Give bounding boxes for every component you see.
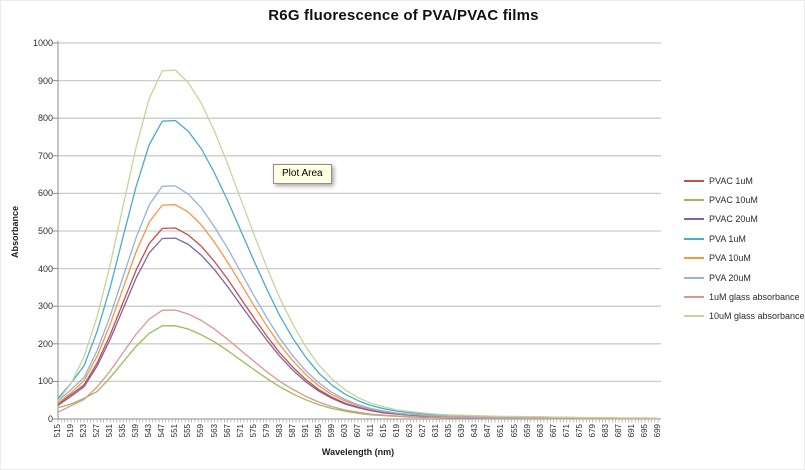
series-line[interactable] bbox=[57, 309, 658, 420]
x-tick-label: 675 bbox=[574, 424, 584, 438]
legend-label: PVA 10uM bbox=[709, 253, 751, 264]
x-tick-label: 579 bbox=[261, 424, 271, 438]
x-tick-label: 659 bbox=[522, 424, 532, 438]
x-tick-label: 515 bbox=[53, 424, 62, 438]
y-tick-label: 200 bbox=[37, 338, 53, 349]
x-tick-label: 555 bbox=[183, 424, 193, 438]
x-tick-label: 551 bbox=[170, 424, 180, 438]
legend-line-swatch bbox=[684, 315, 704, 318]
x-tick-label: 571 bbox=[235, 424, 245, 438]
x-tick-label: 567 bbox=[222, 424, 232, 438]
legend-line-swatch bbox=[684, 218, 704, 221]
x-tick-label: 687 bbox=[613, 424, 623, 438]
x-tick-label: 679 bbox=[587, 424, 597, 438]
y-tick-label: 400 bbox=[37, 263, 53, 274]
x-tick-label: 695 bbox=[639, 424, 649, 438]
y-tick-label: 0 bbox=[47, 414, 53, 424]
legend[interactable]: PVAC 1uM PVAC 10uM PVAC 20uM PVA 1uM PVA 10u… bbox=[684, 171, 805, 326]
x-tick-label: 587 bbox=[287, 424, 297, 438]
x-tick-label: 591 bbox=[300, 424, 310, 438]
x-tick-label: 583 bbox=[274, 424, 284, 438]
legend-label: PVA 1uM bbox=[709, 233, 746, 244]
x-tick-label: 699 bbox=[653, 424, 662, 438]
x-tick-label: 655 bbox=[509, 424, 519, 438]
plot-area-tooltip: Plot Area bbox=[273, 164, 332, 184]
x-tick-label: 683 bbox=[600, 424, 610, 438]
x-tick-label: 671 bbox=[561, 424, 571, 438]
x-tick-label: 599 bbox=[326, 424, 336, 438]
legend-label: 10uM glass absorbance bbox=[709, 311, 805, 322]
legend-label: PVAC 10uM bbox=[709, 195, 758, 206]
legend-item[interactable]: PVA 10uM bbox=[684, 249, 804, 268]
x-tick-label: 643 bbox=[470, 424, 480, 438]
x-tick-label: 619 bbox=[392, 424, 402, 438]
legend-item[interactable]: PVA 20uM bbox=[684, 268, 804, 287]
x-tick-label: 615 bbox=[379, 424, 389, 438]
x-tick-label: 607 bbox=[353, 424, 362, 438]
legend-line-swatch bbox=[684, 179, 704, 182]
x-tick-label: 623 bbox=[405, 424, 415, 438]
series-line[interactable] bbox=[57, 69, 659, 419]
x-tick-label: 611 bbox=[366, 424, 376, 437]
y-tick-label: 900 bbox=[37, 75, 53, 86]
legend-label: PVAC 1uM bbox=[709, 175, 753, 186]
x-tick-label: 543 bbox=[144, 424, 154, 438]
series-line[interactable] bbox=[57, 237, 658, 420]
y-tick-label: 300 bbox=[37, 301, 53, 312]
legend-item[interactable]: PVAC 20uM bbox=[684, 210, 804, 229]
x-tick-label: 559 bbox=[196, 424, 206, 438]
y-tick-label: 600 bbox=[37, 188, 53, 199]
legend-item[interactable]: PVAC 10uM bbox=[684, 190, 804, 209]
y-tick-label: 1000 bbox=[32, 38, 53, 48]
legend-item[interactable]: PVA 1uM bbox=[684, 229, 804, 248]
legend-line-swatch bbox=[684, 257, 704, 260]
chart-title[interactable]: R6G fluorescence of PVA/PVAC films bbox=[268, 7, 539, 24]
legend-line-swatch bbox=[684, 296, 704, 299]
x-tick-label: 627 bbox=[418, 424, 428, 438]
x-tick-label: 531 bbox=[105, 424, 115, 438]
x-tick-label: 547 bbox=[157, 424, 167, 438]
legend-line-swatch bbox=[684, 237, 704, 240]
x-tick-label: 603 bbox=[339, 424, 349, 438]
x-tick-label: 691 bbox=[626, 424, 636, 438]
x-tick-label: 595 bbox=[313, 424, 323, 438]
series-line[interactable] bbox=[57, 185, 659, 420]
legend-item[interactable]: 1uM glass absorbance bbox=[684, 287, 804, 306]
legend-label: 1uM glass absorbance bbox=[709, 292, 800, 303]
x-tick-label: 523 bbox=[79, 424, 89, 438]
legend-item[interactable]: PVAC 1uM bbox=[684, 171, 804, 190]
x-tick-label: 527 bbox=[92, 424, 102, 438]
x-tick-label: 519 bbox=[66, 424, 76, 438]
x-tick-label: 631 bbox=[431, 424, 441, 438]
x-tick-label: 639 bbox=[457, 424, 467, 438]
y-tick-label: 700 bbox=[37, 150, 53, 161]
series-line[interactable] bbox=[57, 119, 658, 419]
y-tick-label: 500 bbox=[37, 226, 53, 236]
x-tick-label: 539 bbox=[131, 424, 141, 438]
x-tick-label: 651 bbox=[496, 424, 506, 438]
series-line[interactable] bbox=[57, 204, 659, 420]
x-tick-label: 663 bbox=[535, 424, 545, 438]
y-tick-label: 800 bbox=[37, 113, 53, 124]
x-tick-label: 667 bbox=[548, 424, 558, 438]
legend-line-swatch bbox=[684, 276, 704, 279]
x-tick-label: 535 bbox=[118, 424, 128, 438]
legend-label: PVAC 20uM bbox=[709, 214, 758, 225]
x-tick-label: 635 bbox=[444, 424, 454, 438]
legend-item[interactable]: 10uM glass absorbance bbox=[684, 307, 805, 326]
legend-label: PVA 20uM bbox=[709, 272, 751, 283]
x-tick-label: 575 bbox=[248, 424, 258, 438]
x-tick-label: 563 bbox=[209, 424, 219, 438]
x-axis-title[interactable]: Wavelength (nm) bbox=[321, 447, 395, 457]
legend-line-swatch bbox=[684, 199, 704, 202]
x-tick-label: 647 bbox=[483, 424, 493, 438]
y-tick-label: 100 bbox=[37, 376, 53, 387]
